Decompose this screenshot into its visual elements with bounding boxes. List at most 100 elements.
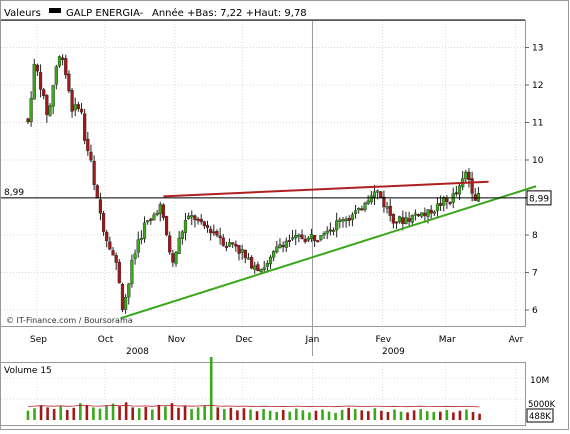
volume-bar [432, 412, 436, 420]
candle-body [350, 214, 355, 220]
candle-body [404, 217, 408, 224]
candle-body [146, 220, 150, 223]
volume-bar [46, 407, 49, 420]
candle-body [127, 283, 131, 298]
candle-body [111, 250, 115, 256]
x-tick-label: Sep [30, 335, 47, 345]
volume-bar [33, 408, 36, 420]
volume-bar [196, 407, 200, 420]
candle-body [385, 206, 389, 209]
candle-body [174, 252, 178, 264]
header-series-name: GALP ENERGIA- [66, 8, 144, 19]
candle-body [294, 235, 298, 239]
volume-bar [65, 409, 69, 420]
volume-bar [478, 413, 481, 420]
volume-bar [360, 410, 364, 420]
candle-body [445, 197, 449, 202]
candle-body [429, 209, 433, 214]
reference-value-badge-text: 8,99 [529, 194, 549, 204]
candle-body [237, 244, 241, 254]
candle-body [117, 261, 121, 284]
volume-bar [177, 407, 180, 420]
volume-bar [157, 404, 161, 420]
candle-body [142, 222, 147, 239]
volume-bar [59, 406, 62, 420]
candle-body [382, 196, 386, 208]
volume-bar [268, 410, 272, 420]
candle-body [369, 195, 373, 203]
candle-body [218, 235, 222, 239]
candle-body [426, 209, 430, 217]
candle-body [86, 138, 90, 152]
price-candles [26, 54, 481, 314]
candle-body [457, 185, 462, 195]
candle-body [256, 264, 260, 271]
candle-body [95, 185, 99, 199]
volume-bar [295, 408, 298, 420]
candle-body [161, 204, 166, 218]
volume-bar [144, 406, 148, 420]
candle-body [108, 241, 112, 250]
volume-bar [124, 402, 128, 420]
volume-bar [39, 405, 43, 420]
reference-value-badge [526, 190, 552, 206]
candle-body [372, 191, 377, 198]
y-tick-label: 8 [532, 231, 538, 241]
candle-body [322, 233, 326, 236]
volume-bar [105, 405, 108, 420]
candle-body [212, 231, 216, 234]
volume-bar [465, 409, 468, 420]
volume-value-badge [526, 408, 554, 423]
candle-body [67, 73, 71, 92]
header-label: Valeurs [4, 8, 41, 19]
candle-body [35, 64, 40, 72]
candle-body [341, 219, 345, 222]
volume-bar [308, 412, 311, 420]
candle-body [272, 250, 276, 258]
volume-tick-10m: 10M [530, 376, 549, 386]
candle-body [413, 213, 418, 216]
candle-body [376, 190, 380, 193]
candle-body [448, 202, 452, 205]
volume-bar [255, 411, 259, 420]
candle-body [92, 160, 96, 185]
candle-body [287, 239, 292, 242]
volume-bar [438, 411, 442, 420]
volume-bar [314, 410, 318, 420]
volume-bar [183, 406, 187, 420]
volume-bar [190, 409, 193, 420]
candle-body [240, 249, 244, 253]
candle-body [224, 245, 229, 248]
volume-bar [98, 408, 102, 420]
volume-bar [367, 411, 370, 420]
candle-body [366, 200, 370, 204]
candle-body [297, 234, 301, 237]
candle-body [168, 235, 172, 253]
candle-body [319, 235, 323, 240]
candle-body [454, 192, 458, 195]
x-tick-label: Jan [304, 335, 319, 345]
volume-bar [445, 409, 449, 420]
time-axis-tick-labels: Sep Oct Nov Dec Jan Fev Mar Avr [30, 335, 524, 345]
candle-body [45, 95, 49, 115]
horizontal-gridlines [1, 47, 529, 311]
candle-body [101, 213, 106, 233]
candle-body [183, 220, 188, 233]
volume-bar [209, 357, 213, 420]
candle-body [410, 215, 414, 223]
candle-body [268, 256, 273, 265]
volume-bar [419, 409, 422, 420]
volume-bar [216, 407, 220, 420]
candle-body [209, 228, 213, 234]
volume-bar [275, 412, 278, 420]
volume-bar [425, 411, 429, 420]
y-tick-label: 12 [532, 81, 543, 91]
volume-bar [242, 408, 246, 420]
candle-body [42, 89, 46, 97]
candle-body [171, 253, 175, 263]
candle-body [278, 244, 282, 249]
candle-body [70, 90, 74, 112]
x-tick-label: Fev [375, 335, 391, 345]
